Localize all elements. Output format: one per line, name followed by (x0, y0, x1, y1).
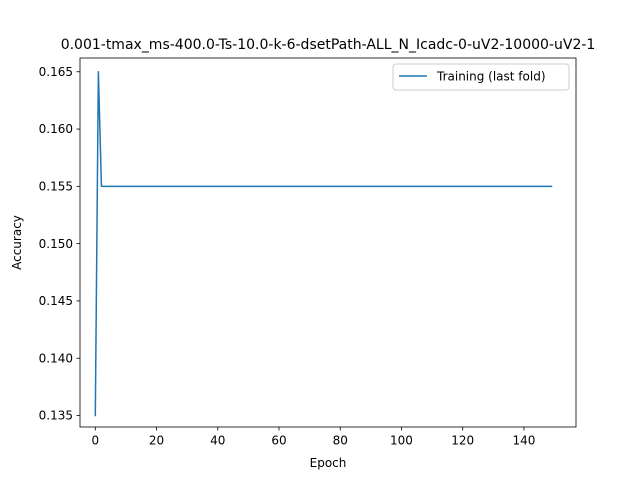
y-tick-label: 0.140 (39, 351, 73, 365)
y-tick-label: 0.135 (39, 409, 73, 423)
legend: Training (last fold) (392, 63, 570, 91)
legend-label-training: Training (last fold) (436, 70, 546, 84)
x-tick-label: 20 (149, 434, 164, 448)
chart-title: 0.001-tmax_ms-400.0-Ts-10.0-k-6-dsetPath… (61, 37, 596, 53)
x-axis-label: Epoch (310, 456, 347, 470)
legend-box (392, 63, 570, 91)
x-tick-label: 80 (333, 434, 348, 448)
x-tick-label: 0 (91, 434, 99, 448)
y-tick-label: 0.165 (39, 65, 73, 79)
x-tick-label: 140 (512, 434, 535, 448)
y-axis-label: Accuracy (10, 215, 24, 270)
y-tick-label: 0.160 (39, 122, 73, 136)
x-tick-label: 120 (451, 434, 474, 448)
y-tick-label: 0.150 (39, 237, 73, 251)
x-tick-label: 60 (271, 434, 286, 448)
x-tick-label: 40 (210, 434, 225, 448)
series-layer (94, 71, 553, 417)
y-axis-ticks: 0.135 0.140 0.145 0.150 0.155 0.160 0.165 (39, 65, 80, 423)
y-tick-label: 0.155 (39, 180, 73, 194)
plot-area-background (80, 58, 576, 427)
plot-area-frame (79, 57, 577, 428)
series-line-training (94, 71, 553, 417)
x-tick-label: 100 (390, 434, 413, 448)
x-axis-ticks: 0 20 40 60 80 100 120 140 (91, 427, 535, 448)
y-tick-label: 0.145 (39, 294, 73, 308)
